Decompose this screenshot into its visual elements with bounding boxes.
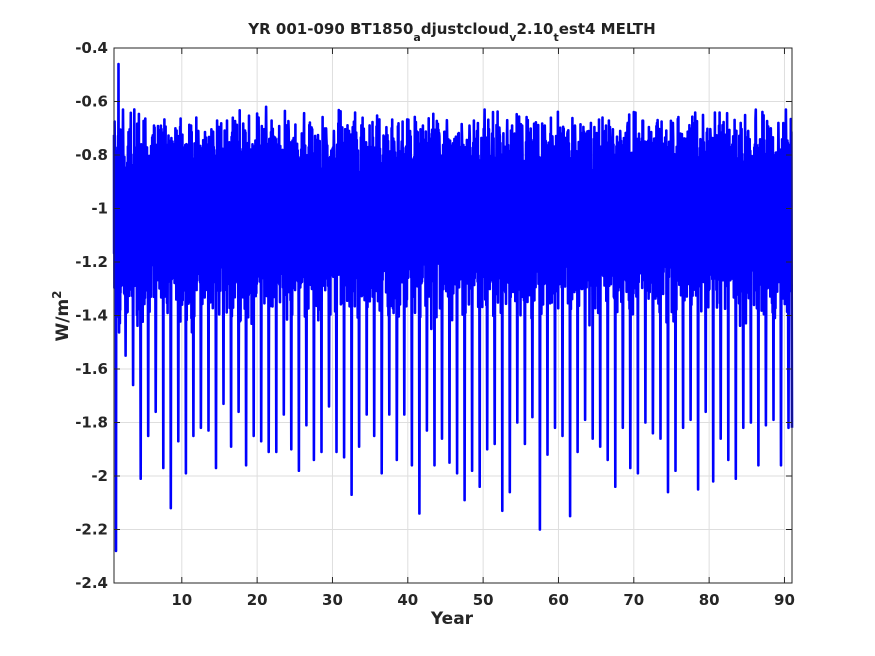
y-tick-label: -2.2 — [75, 521, 108, 539]
x-tick-label: 50 — [473, 591, 494, 609]
y-tick-label: -2 — [91, 467, 108, 485]
y-tick-label: -2.4 — [75, 574, 108, 592]
x-axis-label: Year — [430, 609, 474, 629]
y-tick-label: -1.8 — [75, 414, 108, 432]
y-tick-labels: -2.4 -2.2 -2 -1.8 -1.6 -1.4 -1.2 -1 -0.8 -0.6 -0.4 — [75, 39, 108, 592]
x-tick-label: 10 — [171, 591, 192, 609]
x-tick-label: 20 — [247, 591, 268, 609]
y-tick-label: -1.2 — [75, 253, 108, 271]
y-axis-label: W/m2 — [50, 290, 73, 341]
tick-marks — [114, 47, 792, 584]
y-tick-label: -1.4 — [75, 307, 108, 325]
x-tick-label: 90 — [774, 591, 795, 609]
plot-area — [112, 62, 794, 553]
series-line-melth — [112, 62, 794, 553]
x-tick-label: 70 — [623, 591, 644, 609]
x-tick-label: 30 — [322, 591, 343, 609]
y-tick-label: -0.6 — [75, 93, 108, 111]
y-tick-label: -0.8 — [75, 146, 108, 164]
y-tick-label: -1.6 — [75, 360, 108, 378]
x-tick-label: 60 — [548, 591, 569, 609]
y-tick-label: -1 — [91, 200, 108, 218]
x-tick-labels: 10 20 30 40 50 60 70 80 90 — [171, 591, 795, 609]
x-tick-label: 80 — [699, 591, 720, 609]
x-tick-label: 40 — [397, 591, 418, 609]
chart-title: YR 001-090 BT1850adjustcloudv2.10test4 M… — [247, 20, 655, 44]
y-tick-label: -0.4 — [75, 39, 108, 57]
